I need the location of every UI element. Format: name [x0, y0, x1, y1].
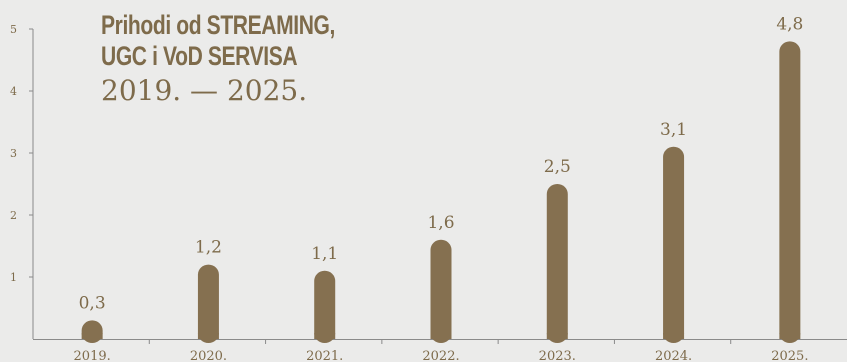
bar-value-label: 1,2 — [195, 238, 222, 258]
bar-base — [81, 333, 103, 339]
y-tick-label: 5 — [10, 23, 17, 36]
bar-base — [546, 333, 568, 339]
bar — [314, 270, 336, 343]
bar-base — [430, 333, 452, 339]
x-tick-label: 2020. — [190, 349, 227, 362]
y-tick-label: 2 — [10, 209, 17, 222]
bar-base — [197, 333, 219, 339]
y-tick-label: 4 — [10, 85, 17, 98]
bar — [663, 146, 685, 343]
bar-value-label: 2,5 — [544, 157, 571, 177]
bar — [779, 41, 801, 344]
bar — [546, 184, 568, 343]
x-tick-label: 2024. — [655, 349, 692, 362]
x-tick-label: 2019. — [74, 349, 111, 362]
y-tick-label: 3 — [10, 147, 17, 160]
bar — [430, 239, 452, 343]
x-tick-label: 2025. — [771, 349, 808, 362]
y-tick-label: 1 — [10, 271, 17, 284]
bar-base — [663, 333, 685, 339]
x-tick-label: 2021. — [306, 349, 343, 362]
chart-subtitle: 2019. — 2025. — [101, 74, 308, 107]
bar-value-label: 0,3 — [79, 293, 106, 313]
chart-title-block: Prihodi od STREAMING, UGC i VoD SERVISA … — [101, 10, 401, 108]
bar-value-label: 1,6 — [427, 213, 454, 233]
bar-base — [314, 333, 336, 339]
bar-value-label: 4,8 — [776, 14, 803, 34]
bar-base — [779, 333, 801, 339]
bar — [81, 320, 103, 343]
bar — [197, 264, 219, 343]
bar-value-label: 3,1 — [660, 120, 687, 140]
x-tick-label: 2023. — [539, 349, 576, 362]
x-tick-label: 2022. — [422, 349, 459, 362]
bar-value-label: 1,1 — [311, 244, 338, 264]
chart-title-line-1: Prihodi od STREAMING, — [101, 10, 335, 40]
chart-title-line-2: UGC i VoD SERVISA — [101, 41, 298, 71]
